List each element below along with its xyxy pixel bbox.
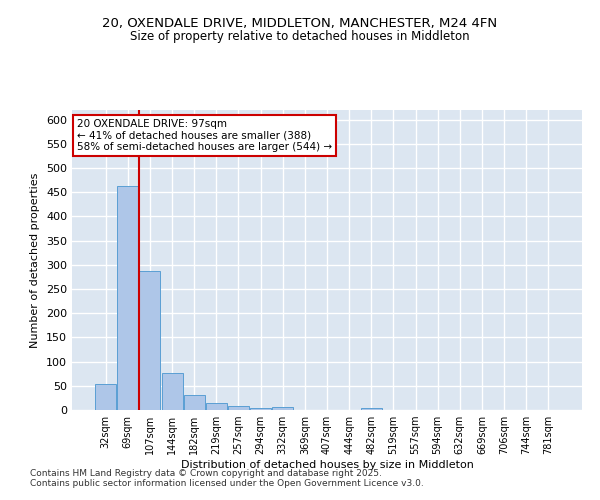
Bar (206, 402, 227, 410)
Bar (118, 186, 139, 410)
Bar (272, 407, 293, 410)
Text: Contains public sector information licensed under the Open Government Licence v3: Contains public sector information licen… (30, 478, 424, 488)
Text: 20 OXENDALE DRIVE: 97sqm
← 41% of detached houses are smaller (388)
58% of semi-: 20 OXENDALE DRIVE: 97sqm ← 41% of detach… (77, 119, 332, 152)
Bar (184, 395, 205, 410)
Text: 20, OXENDALE DRIVE, MIDDLETON, MANCHESTER, M24 4FN: 20, OXENDALE DRIVE, MIDDLETON, MANCHESTE… (103, 18, 497, 30)
X-axis label: Distribution of detached houses by size in Middleton: Distribution of detached houses by size … (181, 460, 473, 470)
Bar (250, 408, 271, 410)
Bar (228, 406, 249, 410)
Text: Contains HM Land Registry data © Crown copyright and database right 2025.: Contains HM Land Registry data © Crown c… (30, 468, 382, 477)
Bar (161, 372, 182, 410)
Text: Size of property relative to detached houses in Middleton: Size of property relative to detached ho… (130, 30, 470, 43)
Y-axis label: Number of detached properties: Number of detached properties (31, 172, 40, 348)
Bar (361, 408, 382, 410)
Bar (95, 384, 116, 410)
Bar (139, 270, 160, 410)
